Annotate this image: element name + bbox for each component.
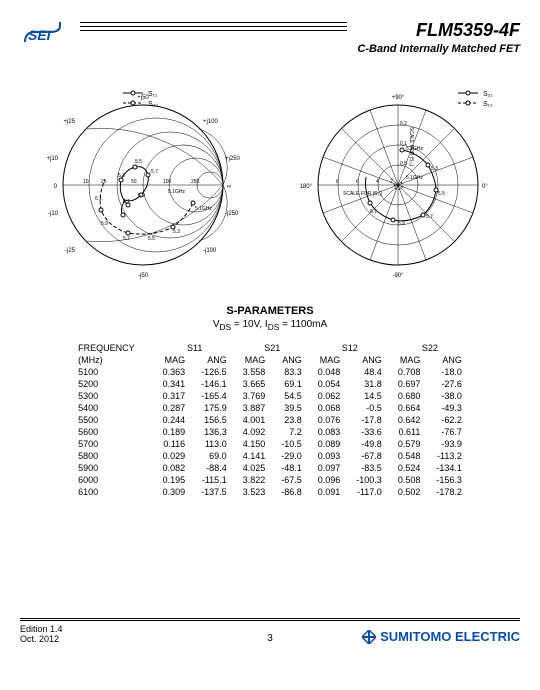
svg-text:6.1: 6.1	[370, 209, 377, 215]
svg-text:S₂₂: S₂₂	[148, 101, 158, 108]
table-row: 56000.189136.34.0927.20.083-33.60.611-76…	[70, 426, 470, 438]
svg-text:+j250: +j250	[225, 156, 241, 162]
svg-text:+j25: +j25	[63, 119, 75, 125]
page-number: 3	[267, 633, 273, 644]
sub-ang: ANG	[428, 354, 470, 366]
s11-header: S11	[155, 342, 235, 354]
edition: Edition 1.4	[20, 624, 63, 634]
title-block: FLM5359-4F C-Band Internally Matched FET	[357, 20, 520, 55]
sub-mag: MAG	[310, 354, 349, 366]
svg-text:250: 250	[191, 179, 200, 185]
svg-text:5.5: 5.5	[135, 159, 142, 165]
svg-text:100: 100	[163, 179, 172, 185]
conditions: VDS = 10V, IDS = 1100mA	[20, 319, 520, 332]
smith-chart: +j50 +j100 +j250 ∞ -j250 -j100 -j50 -j25…	[28, 85, 258, 285]
table-row: 60000.195-115.13.822-67.50.096-100.30.50…	[70, 474, 470, 486]
part-number: FLM5359-4F	[357, 20, 520, 41]
sparam-title: S-PARAMETERS	[20, 305, 520, 317]
svg-text:S₂₁: S₂₁	[483, 91, 493, 98]
table-row: 51000.363-126.53.55883.30.04848.40.708-1…	[70, 366, 470, 378]
svg-text:5.1GHz: 5.1GHz	[168, 189, 185, 195]
subtitle: C-Band Internally Matched FET	[357, 43, 520, 55]
page-header: SEI FLM5359-4F C-Band Internally Matched…	[20, 20, 520, 55]
company-name: SUMITOMO ELECTRIC	[380, 629, 520, 644]
svg-text:5.3: 5.3	[118, 173, 125, 179]
svg-text:5.5: 5.5	[148, 236, 155, 242]
svg-text:6.1: 6.1	[95, 196, 102, 202]
table-row: 52000.341-146.13.66569.10.05431.80.697-2…	[70, 378, 470, 390]
sub-mag: MAG	[235, 354, 274, 366]
table-row: 53000.317-165.43.76954.50.06214.50.680-3…	[70, 390, 470, 402]
svg-text:5.1GHz: 5.1GHz	[406, 146, 423, 152]
svg-text:5.9: 5.9	[138, 193, 145, 199]
svg-text:5.3: 5.3	[173, 229, 180, 235]
sub-ang: ANG	[193, 354, 235, 366]
svg-text:0: 0	[53, 184, 57, 190]
svg-text:5.7: 5.7	[123, 236, 130, 242]
table-row: 59000.082-88.44.025-48.10.097-83.50.524-…	[70, 462, 470, 474]
table-row: 57000.116113.04.150-10.50.089-49.80.579-…	[70, 438, 470, 450]
sub-mag: MAG	[155, 354, 194, 366]
page-footer: Edition 1.4 Oct. 2012 3 SUMITOMO ELECTRI…	[20, 618, 520, 644]
s12-header: S12	[310, 342, 390, 354]
svg-text:5.7: 5.7	[426, 214, 433, 220]
svg-text:5.3: 5.3	[431, 166, 438, 172]
table-row: 61000.309-137.53.523-86.80.091-117.00.50…	[70, 486, 470, 498]
svg-text:+j10: +j10	[46, 156, 58, 162]
svg-text:0.5: 0.5	[400, 161, 407, 167]
svg-text:∞: ∞	[227, 184, 231, 190]
table-row: 58000.02969.04.141-29.00.093-67.80.548-1…	[70, 450, 470, 462]
sub-ang: ANG	[273, 354, 310, 366]
svg-text:-j25: -j25	[64, 248, 75, 254]
sub-mag: MAG	[390, 354, 429, 366]
svg-text:0.2: 0.2	[400, 121, 407, 127]
table-row: 55000.244156.54.00123.80.076-17.80.642-6…	[70, 414, 470, 426]
svg-text:6.1: 6.1	[123, 199, 130, 205]
svg-text:180°: 180°	[299, 184, 312, 190]
svg-text:2: 2	[390, 179, 393, 185]
svg-text:SCALE FOR |S₂₁|: SCALE FOR |S₂₁|	[343, 191, 382, 197]
svg-text:-j100: -j100	[203, 248, 217, 254]
svg-text:50: 50	[131, 179, 137, 185]
svg-text:25: 25	[101, 179, 107, 185]
freq-unit: (MHz)	[70, 354, 155, 366]
svg-text:8: 8	[336, 179, 339, 185]
svg-text:6: 6	[356, 179, 359, 185]
svg-text:+j100: +j100	[203, 119, 219, 125]
s21-header: S21	[235, 342, 310, 354]
svg-text:4: 4	[376, 179, 379, 185]
svg-text:-j50: -j50	[137, 273, 148, 279]
svg-text:5.7: 5.7	[151, 169, 158, 175]
svg-text:5.5: 5.5	[438, 191, 445, 197]
svg-text:-j10: -j10	[47, 211, 58, 217]
company-logo: SUMITOMO ELECTRIC	[362, 629, 520, 644]
sub-ang: ANG	[348, 354, 390, 366]
date: Oct. 2012	[20, 634, 59, 644]
sei-logo: SEI	[20, 20, 70, 50]
svg-text:-90°: -90°	[392, 273, 404, 279]
svg-text:5.1GHz: 5.1GHz	[195, 206, 212, 212]
s22-header: S22	[390, 342, 470, 354]
svg-text:5.1GHz: 5.1GHz	[406, 175, 423, 181]
svg-text:0°: 0°	[482, 184, 488, 190]
header-rules	[80, 20, 347, 31]
table-row: 54000.287175.93.88739.50.068-0.50.664-49…	[70, 402, 470, 414]
sparam-table: FREQUENCY S11 S21 S12 S22 (MHz) MAG ANG …	[70, 342, 470, 498]
sumitomo-icon	[362, 630, 376, 644]
svg-text:SEI: SEI	[28, 27, 52, 43]
svg-text:S₁₂: S₁₂	[483, 101, 493, 108]
charts-row: +j50 +j100 +j250 ∞ -j250 -j100 -j50 -j25…	[20, 85, 520, 285]
svg-text:10: 10	[83, 179, 89, 185]
freq-header: FREQUENCY	[70, 342, 155, 354]
polar-chart: +90° 0° -90° 180° 8 6 4 2 SCALE FOR |S₂₁…	[283, 85, 513, 285]
svg-text:-j250: -j250	[225, 211, 239, 217]
svg-text:S₁₁: S₁₁	[148, 91, 158, 98]
svg-text:5.9: 5.9	[398, 221, 405, 227]
svg-text:+90°: +90°	[391, 95, 404, 101]
svg-text:5.9: 5.9	[101, 221, 108, 227]
edition-block: Edition 1.4 Oct. 2012	[20, 624, 63, 644]
